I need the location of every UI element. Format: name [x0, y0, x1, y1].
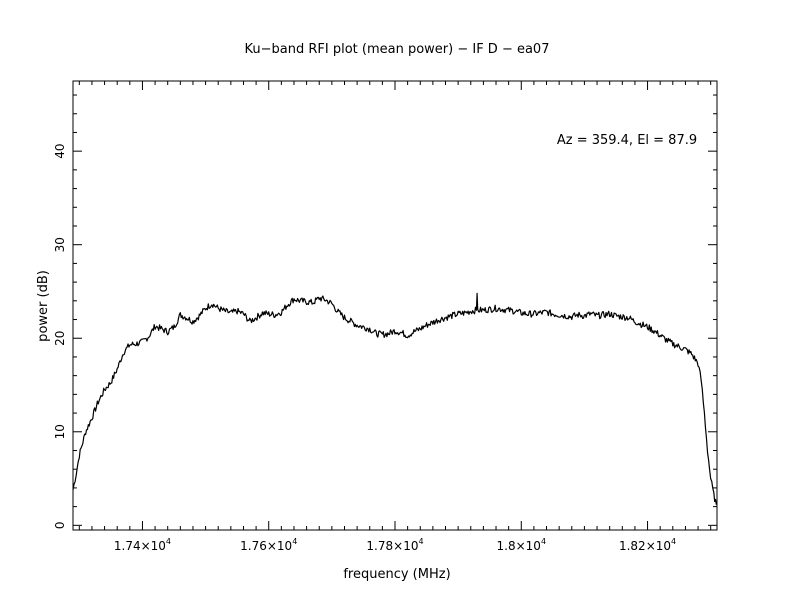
x-tick-label: 1.8×104: [497, 537, 547, 553]
az-el-annotation: Az = 359.4, El = 87.9: [557, 133, 697, 148]
y-tick-label: 40: [53, 144, 67, 159]
x-tick-label: 1.78×104: [366, 537, 423, 553]
series-line-mean-power: [72, 292, 717, 505]
y-tick-label: 0: [53, 522, 67, 530]
y-tick-label: 30: [53, 237, 67, 252]
x-tick-label: 1.76×104: [240, 537, 297, 553]
plot-frame: [72, 80, 718, 531]
y-tick-label: 10: [53, 424, 67, 439]
axis-ticks: [73, 81, 717, 530]
x-tick-label: 1.74×104: [114, 537, 171, 553]
chart-title: Ku−band RFI plot (mean power) − IF D − e…: [245, 42, 550, 57]
x-tick-label: 1.82×104: [619, 537, 676, 553]
y-axis-label: power (dB): [36, 270, 51, 342]
x-axis-label: frequency (MHz): [343, 567, 450, 582]
axis-tick-labels: 1.74×104 1.76×104 1.78×104 1.8×104 1.82×104 0…: [53, 144, 676, 553]
y-tick-label: 20: [53, 331, 67, 346]
